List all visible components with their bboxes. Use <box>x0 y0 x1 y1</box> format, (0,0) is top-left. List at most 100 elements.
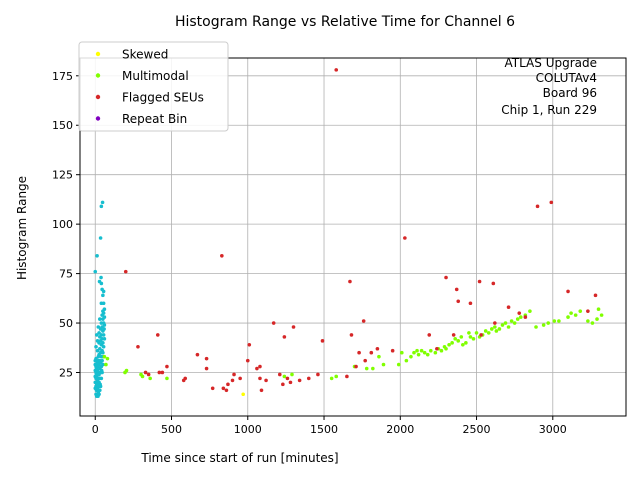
data-point <box>453 337 457 341</box>
data-point <box>136 344 140 349</box>
data-point <box>329 376 334 381</box>
data-point <box>468 335 473 339</box>
data-point <box>444 346 448 351</box>
data-point <box>165 364 169 369</box>
data-point <box>95 253 99 258</box>
axis-ticks: 0 500 1000 1500 2000 2500 3000 25 50 75 100 125 150 1… <box>52 70 567 436</box>
annotation-line-4: Chip 1, Run 229 <box>501 103 597 117</box>
data-point <box>377 354 381 359</box>
data-point <box>364 366 369 371</box>
data-point <box>204 356 209 361</box>
data-point <box>155 333 160 337</box>
y-tick-label: 25 <box>59 366 73 379</box>
data-point <box>361 319 366 323</box>
data-point <box>439 348 444 353</box>
data-point <box>573 313 578 317</box>
data-point <box>277 372 282 377</box>
data-point <box>345 374 349 379</box>
data-point <box>210 386 215 391</box>
data-point <box>101 341 105 345</box>
data-point <box>464 341 468 345</box>
data-point <box>148 376 152 381</box>
data-point <box>100 200 105 205</box>
data-point <box>479 333 483 337</box>
data-point <box>506 305 511 310</box>
y-tick-label: 125 <box>52 169 73 182</box>
data-point <box>599 313 604 317</box>
legend-label: Flagged SEUs <box>122 91 204 105</box>
data-point <box>282 335 287 339</box>
x-axis-label: Time since start of run [minutes] <box>140 451 338 465</box>
legend-label: Skewed <box>122 48 168 62</box>
data-point <box>105 356 110 361</box>
data-point <box>427 333 432 337</box>
data-point <box>232 372 236 377</box>
data-point <box>297 378 302 383</box>
data-point <box>369 350 374 355</box>
data-point <box>93 269 98 274</box>
data-point <box>99 204 104 209</box>
data-point <box>493 321 497 325</box>
data-point <box>435 346 439 351</box>
data-point <box>412 350 416 355</box>
x-tick-label: 1000 <box>234 423 262 436</box>
annotation-line-1: ATLAS Upgrade <box>504 56 597 70</box>
data-point <box>593 293 598 298</box>
data-point <box>146 372 151 377</box>
data-point <box>102 307 107 311</box>
data-point <box>534 325 538 329</box>
data-point <box>98 317 102 321</box>
data-point <box>486 331 491 335</box>
data-point <box>569 311 573 315</box>
data-point <box>494 329 499 333</box>
data-point <box>157 370 162 375</box>
data-point <box>255 366 259 371</box>
data-point <box>586 309 590 313</box>
x-tick-label: 1500 <box>310 423 338 436</box>
legend-marker <box>95 116 101 121</box>
data-point <box>416 352 421 357</box>
data-point <box>98 388 102 393</box>
y-tick-label: 100 <box>52 218 73 231</box>
data-point <box>491 281 496 286</box>
data-point <box>447 342 451 347</box>
x-tick-label: 3000 <box>539 423 567 436</box>
data-point <box>474 331 479 335</box>
data-point <box>557 319 561 323</box>
data-point <box>371 366 375 371</box>
data-point <box>100 358 104 363</box>
data-point <box>123 269 128 274</box>
data-point <box>101 333 106 337</box>
data-point <box>535 204 540 209</box>
legend-marker <box>95 51 101 57</box>
data-point <box>403 236 407 240</box>
y-tick-label: 150 <box>52 119 73 132</box>
data-point <box>461 342 465 347</box>
data-point <box>546 321 551 325</box>
annotation-line-2: COLUTAv4 <box>536 71 597 85</box>
data-point <box>404 358 409 363</box>
data-point <box>285 376 290 381</box>
data-point <box>515 317 520 321</box>
data-point <box>375 346 380 351</box>
data-point <box>306 376 311 381</box>
data-point <box>497 327 502 331</box>
data-point <box>506 325 511 329</box>
data-point <box>477 279 482 284</box>
data-point <box>483 329 488 333</box>
data-point <box>288 380 293 385</box>
data-point <box>578 309 583 313</box>
data-point <box>444 275 448 280</box>
data-point <box>518 315 523 319</box>
y-axis-label: Histogram Range <box>15 176 29 280</box>
data-point <box>512 321 517 325</box>
legend-box <box>78 41 229 132</box>
data-point <box>419 348 424 353</box>
chart-title: Histogram Range vs Relative Time for Cha… <box>175 14 515 30</box>
data-point <box>99 281 104 286</box>
legend: Skewed Multimodal Flagged SEUs Repeat Bin <box>78 41 229 132</box>
legend-label: Multimodal <box>122 69 189 83</box>
data-point <box>595 317 599 321</box>
data-point <box>291 325 296 329</box>
data-point <box>245 358 250 363</box>
